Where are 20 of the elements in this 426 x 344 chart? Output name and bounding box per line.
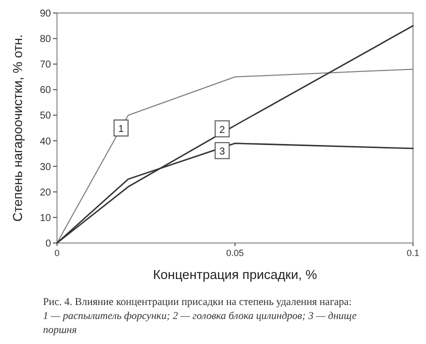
y-tick-label: 70 [40, 60, 52, 71]
y-tick-label: 30 [40, 162, 52, 173]
series-label: 2 [219, 124, 226, 136]
x-tick-label: 0.1 [406, 248, 420, 258]
y-tick-label: 60 [40, 85, 52, 96]
y-tick-label: 50 [40, 110, 52, 122]
series-label: 3 [219, 146, 226, 158]
y-tick-label: 10 [40, 212, 52, 224]
y-tick-label: 0 [45, 238, 52, 250]
text: 1 — распылитель форсунки; 2 — головка блока цилиндров; 3 — днище поршня [43, 311, 357, 336]
y-tick-label: 90 [40, 8, 52, 20]
x-axis-title: Концентрация присадки, % [152, 267, 318, 282]
y-tick-label: 80 [40, 34, 52, 46]
y-tick-label: 20 [40, 187, 52, 198]
y-axis-title: Степень нагароочистки, % отн. [10, 34, 25, 222]
text: Рис. 4. Влияние концентрации присадки на степень удаления нагара: [43, 297, 352, 308]
series-label: 1 [118, 124, 124, 135]
x-tick-label: 0.05 [226, 248, 244, 258]
x-tick-label: 0 [54, 248, 60, 258]
y-tick-label: 40 [40, 136, 52, 148]
